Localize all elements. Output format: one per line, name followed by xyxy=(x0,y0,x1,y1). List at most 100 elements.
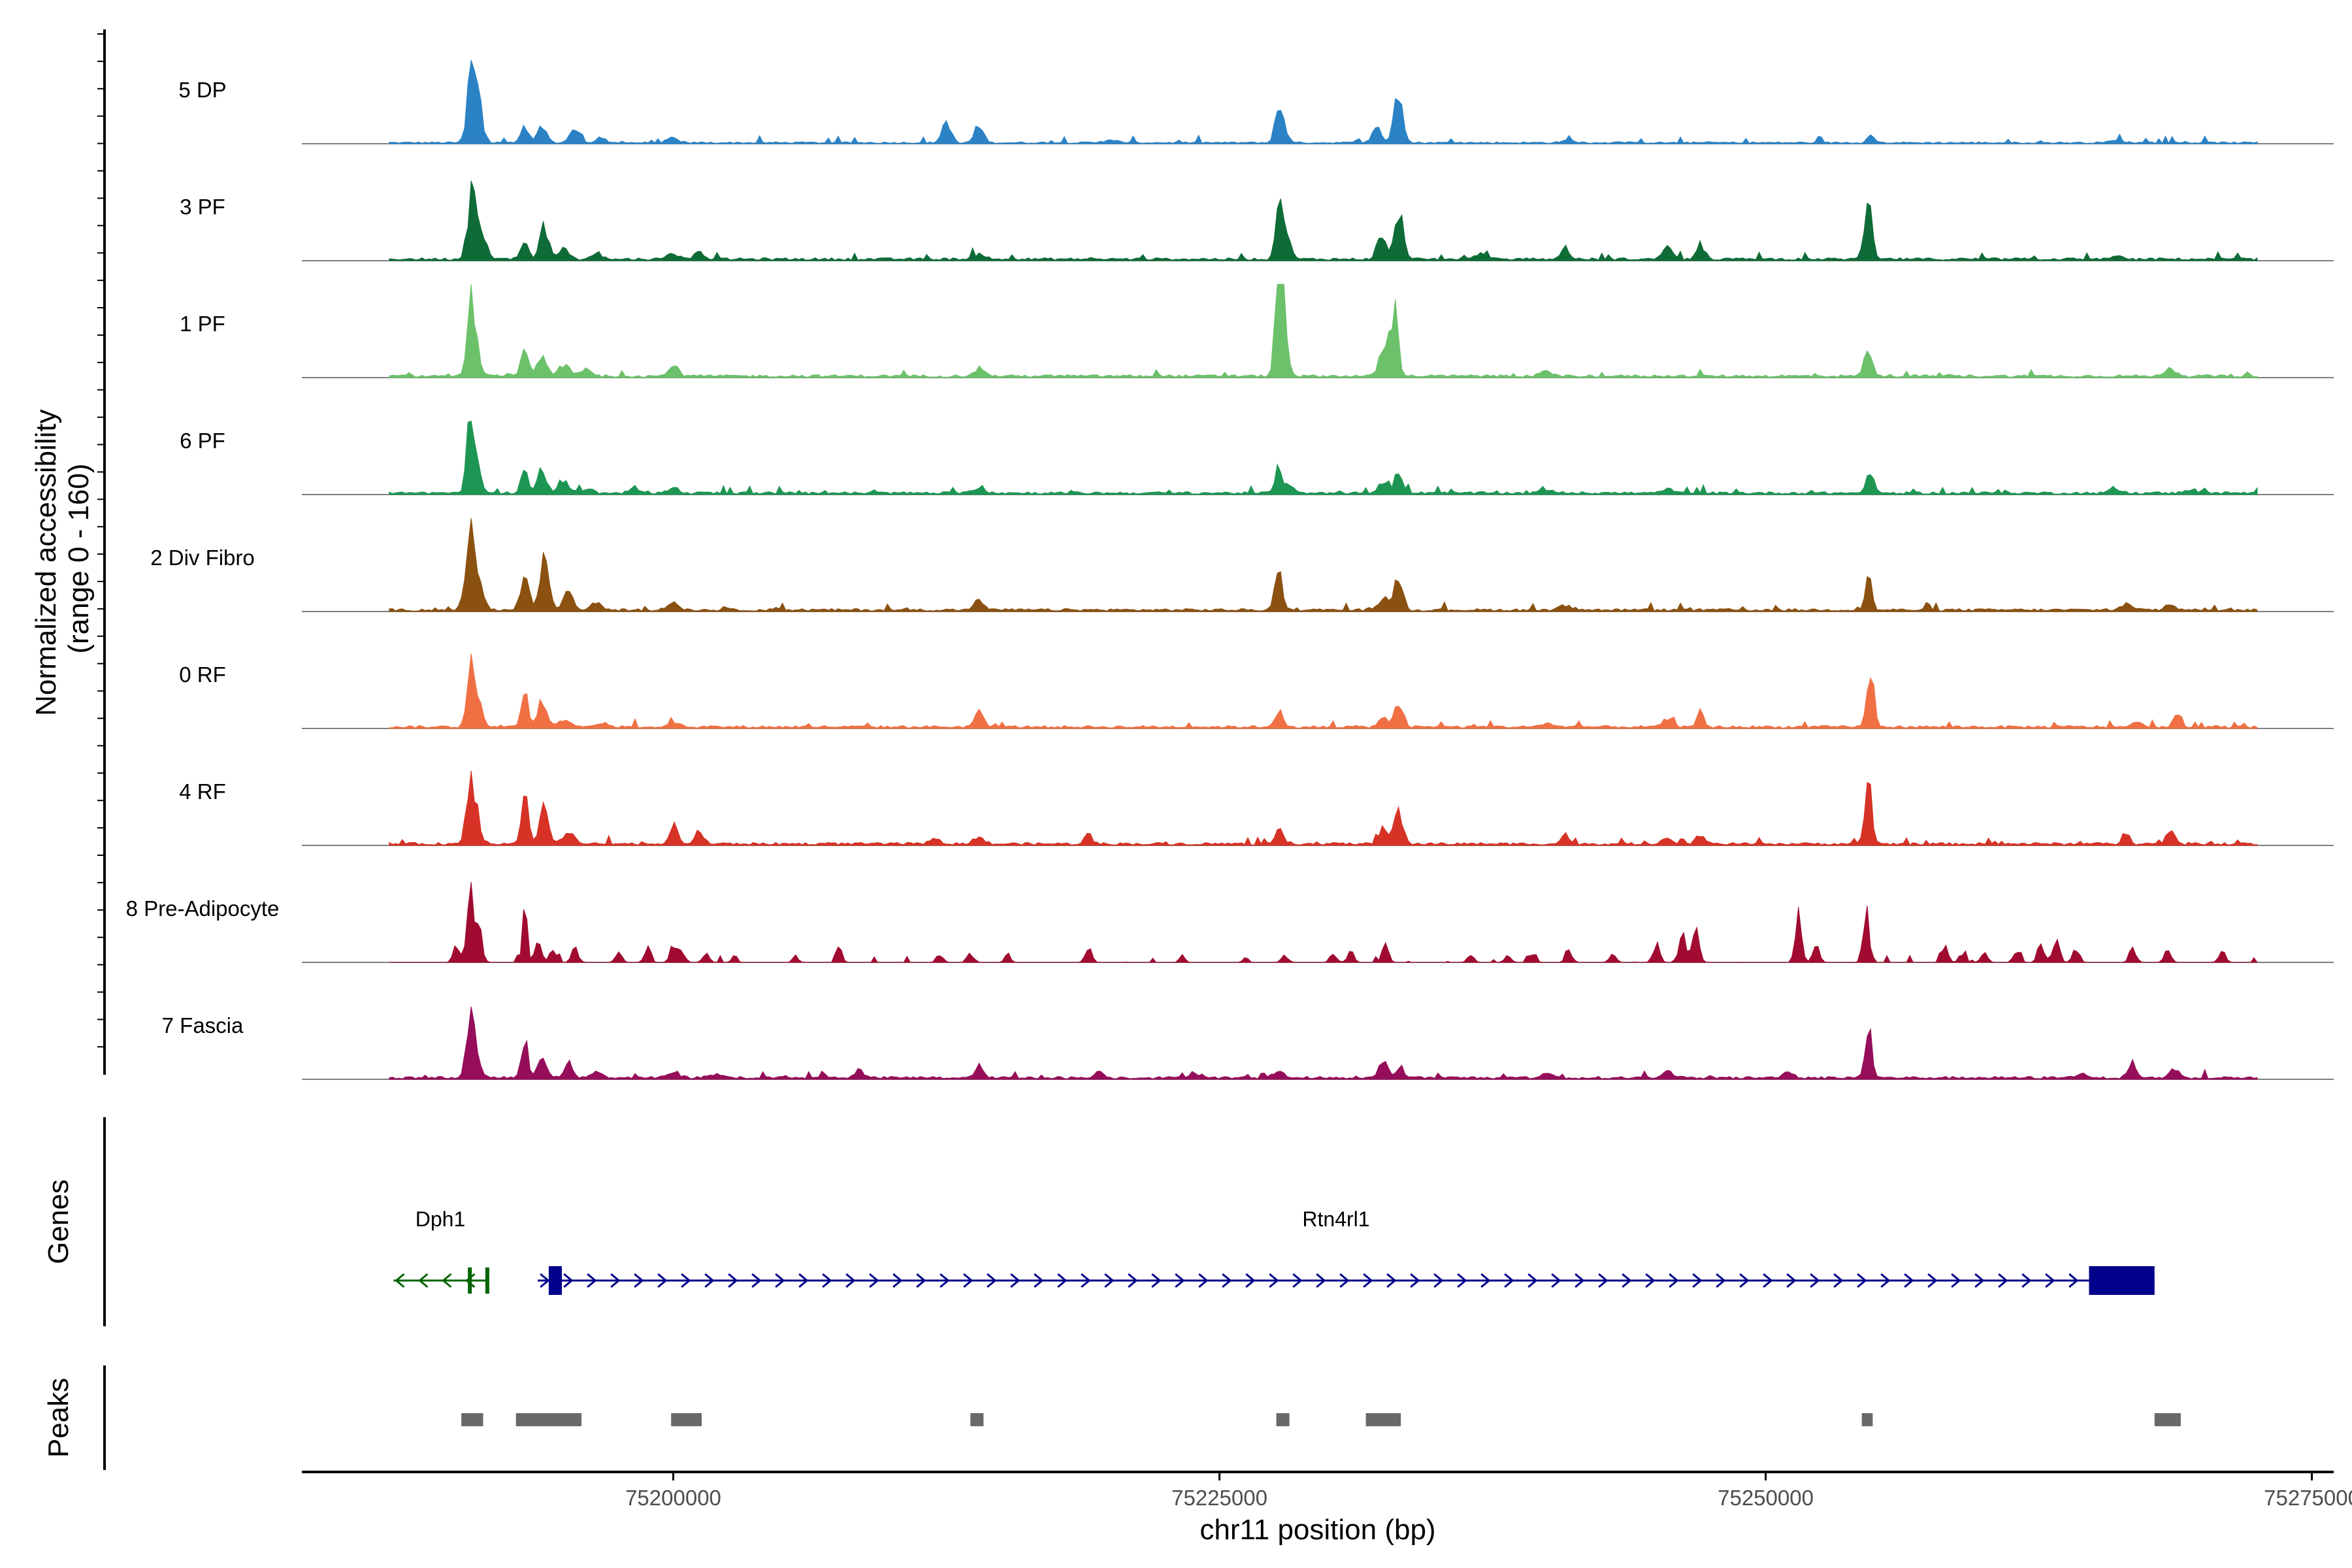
strand-chevron xyxy=(1810,1273,1820,1288)
strand-chevron xyxy=(1551,1273,1561,1288)
y-axis-title: Normalized accessibility (range 0 - 160) xyxy=(30,401,95,716)
coverage-area-0-rf xyxy=(389,653,2258,729)
x-axis-tick-label: 75200000 xyxy=(625,1486,721,1510)
x-axis-title: chr11 position (bp) xyxy=(1200,1514,1435,1546)
strand-chevron xyxy=(1786,1273,1797,1288)
track-label: 5 DP xyxy=(178,78,226,102)
track-1-pf: 1 PF xyxy=(180,284,2334,378)
track-label: 6 PF xyxy=(180,429,225,453)
strand-chevron xyxy=(1504,1273,1514,1288)
gene-label: Rtn4rl1 xyxy=(1302,1207,1369,1231)
track-0-rf: 0 RF xyxy=(179,653,2334,729)
coverage-area-8-pre-adipocyte xyxy=(389,881,2258,963)
strand-chevron xyxy=(1527,1273,1538,1288)
x-axis: 75200000 75225000 75250000 75275000 xyxy=(302,1471,2352,1510)
x-axis-tick-label: 75275000 xyxy=(2264,1486,2352,1510)
strand-chevron xyxy=(822,1273,832,1288)
strand-chevron xyxy=(1645,1273,1656,1288)
gene-label: Dph1 xyxy=(416,1207,466,1231)
peaks-panel: Peaks xyxy=(42,1365,2181,1470)
strand-chevron xyxy=(1010,1273,1021,1288)
y-axis-title-line-1: Normalized accessibility xyxy=(30,409,62,715)
x-axis-tick-label: 75250000 xyxy=(1718,1486,1814,1510)
coverage-area-6-pf xyxy=(389,420,2258,495)
strand-chevron xyxy=(1598,1273,1609,1288)
coverage-tracks: 5 DP 3 PF 1 PF 6 PF 2 Div Fibro 0 RF 4 RF 8 Pre… xyxy=(126,59,2334,1080)
strand-chevron xyxy=(1622,1273,1632,1288)
strand-chevron xyxy=(1410,1273,1420,1288)
strand-chevron xyxy=(1457,1273,1467,1288)
genes-panel: Genes Dph1 Rtn4rl1 xyxy=(42,1117,2155,1326)
strand-chevron xyxy=(916,1273,926,1288)
peak-region xyxy=(1861,1413,1873,1426)
track-label: 3 PF xyxy=(180,195,225,219)
track-4-rf: 4 RF xyxy=(179,770,2334,846)
peak-region xyxy=(461,1413,483,1426)
track-6-pf: 6 PF xyxy=(180,420,2334,495)
strand-chevron xyxy=(939,1273,950,1288)
strand-chevron xyxy=(963,1273,973,1288)
track-3-pf: 3 PF xyxy=(180,180,2334,261)
strand-chevron xyxy=(1480,1273,1491,1288)
track-label: 1 PF xyxy=(180,312,225,336)
peak-region xyxy=(1365,1413,1401,1426)
coverage-area-3-pf xyxy=(389,180,2258,261)
strand-chevron xyxy=(1175,1273,1185,1288)
strand-chevron xyxy=(610,1273,621,1288)
strand-chevron xyxy=(798,1273,809,1288)
peak-region xyxy=(515,1413,581,1426)
strand-chevron xyxy=(465,1273,476,1288)
peak-region xyxy=(1276,1413,1290,1426)
strand-chevron xyxy=(1316,1273,1326,1288)
strand-chevron xyxy=(845,1273,856,1288)
strand-chevron xyxy=(2068,1273,2079,1288)
peak-region xyxy=(2154,1413,2181,1426)
gene-models: Dph1 Rtn4rl1 xyxy=(393,1207,2155,1295)
track-label: 0 RF xyxy=(179,662,226,687)
peaks-track-label: Peaks xyxy=(42,1378,74,1458)
strand-chevron xyxy=(1222,1273,1232,1288)
track-label: 2 Div Fibro xyxy=(150,546,255,570)
strand-chevron xyxy=(1245,1273,1256,1288)
strand-chevron xyxy=(728,1273,738,1288)
strand-chevron xyxy=(1669,1273,1679,1288)
track-2-div-fibro: 2 Div Fibro xyxy=(150,517,2334,612)
strand-chevron xyxy=(1998,1273,2008,1288)
genes-track-label: Genes xyxy=(42,1179,74,1264)
strand-chevron xyxy=(1763,1273,1773,1288)
strand-chevron xyxy=(1034,1273,1044,1288)
strand-chevron xyxy=(1857,1273,1867,1288)
coverage-y-axis xyxy=(97,29,106,1075)
strand-chevron xyxy=(1198,1273,1209,1288)
track-label: 8 Pre-Adipocyte xyxy=(126,896,280,921)
strand-chevron xyxy=(1057,1273,1068,1288)
strand-chevron xyxy=(987,1273,997,1288)
coverage-area-1-pf xyxy=(389,284,2258,378)
strand-chevron xyxy=(1081,1273,1091,1288)
strand-chevron xyxy=(1386,1273,1397,1288)
strand-chevron xyxy=(1974,1273,1985,1288)
strand-chevron xyxy=(2045,1273,2055,1288)
strand-chevron xyxy=(869,1273,879,1288)
strand-chevron xyxy=(395,1273,405,1288)
gene-exon xyxy=(485,1267,489,1294)
strand-chevron xyxy=(1692,1273,1703,1288)
track-5-dp: 5 DP xyxy=(178,59,2334,144)
strand-chevron xyxy=(2021,1273,2032,1288)
strand-chevron xyxy=(1104,1273,1115,1288)
strand-chevron xyxy=(1433,1273,1444,1288)
strand-chevron xyxy=(681,1273,691,1288)
strand-chevron xyxy=(1128,1273,1138,1288)
track-7-fascia: 7 Fascia xyxy=(162,1006,2334,1080)
strand-chevron xyxy=(1575,1273,1585,1288)
strand-chevron xyxy=(1292,1273,1303,1288)
coverage-area-7-fascia xyxy=(389,1006,2258,1080)
coverage-area-2-div-fibro xyxy=(389,517,2258,612)
strand-chevron xyxy=(1339,1273,1350,1288)
strand-chevron xyxy=(1269,1273,1279,1288)
y-axis-title-line-2: (range 0 - 160) xyxy=(63,463,95,653)
strand-chevron xyxy=(634,1273,644,1288)
coverage-area-5-dp xyxy=(389,59,2258,144)
strand-chevron xyxy=(751,1273,762,1288)
